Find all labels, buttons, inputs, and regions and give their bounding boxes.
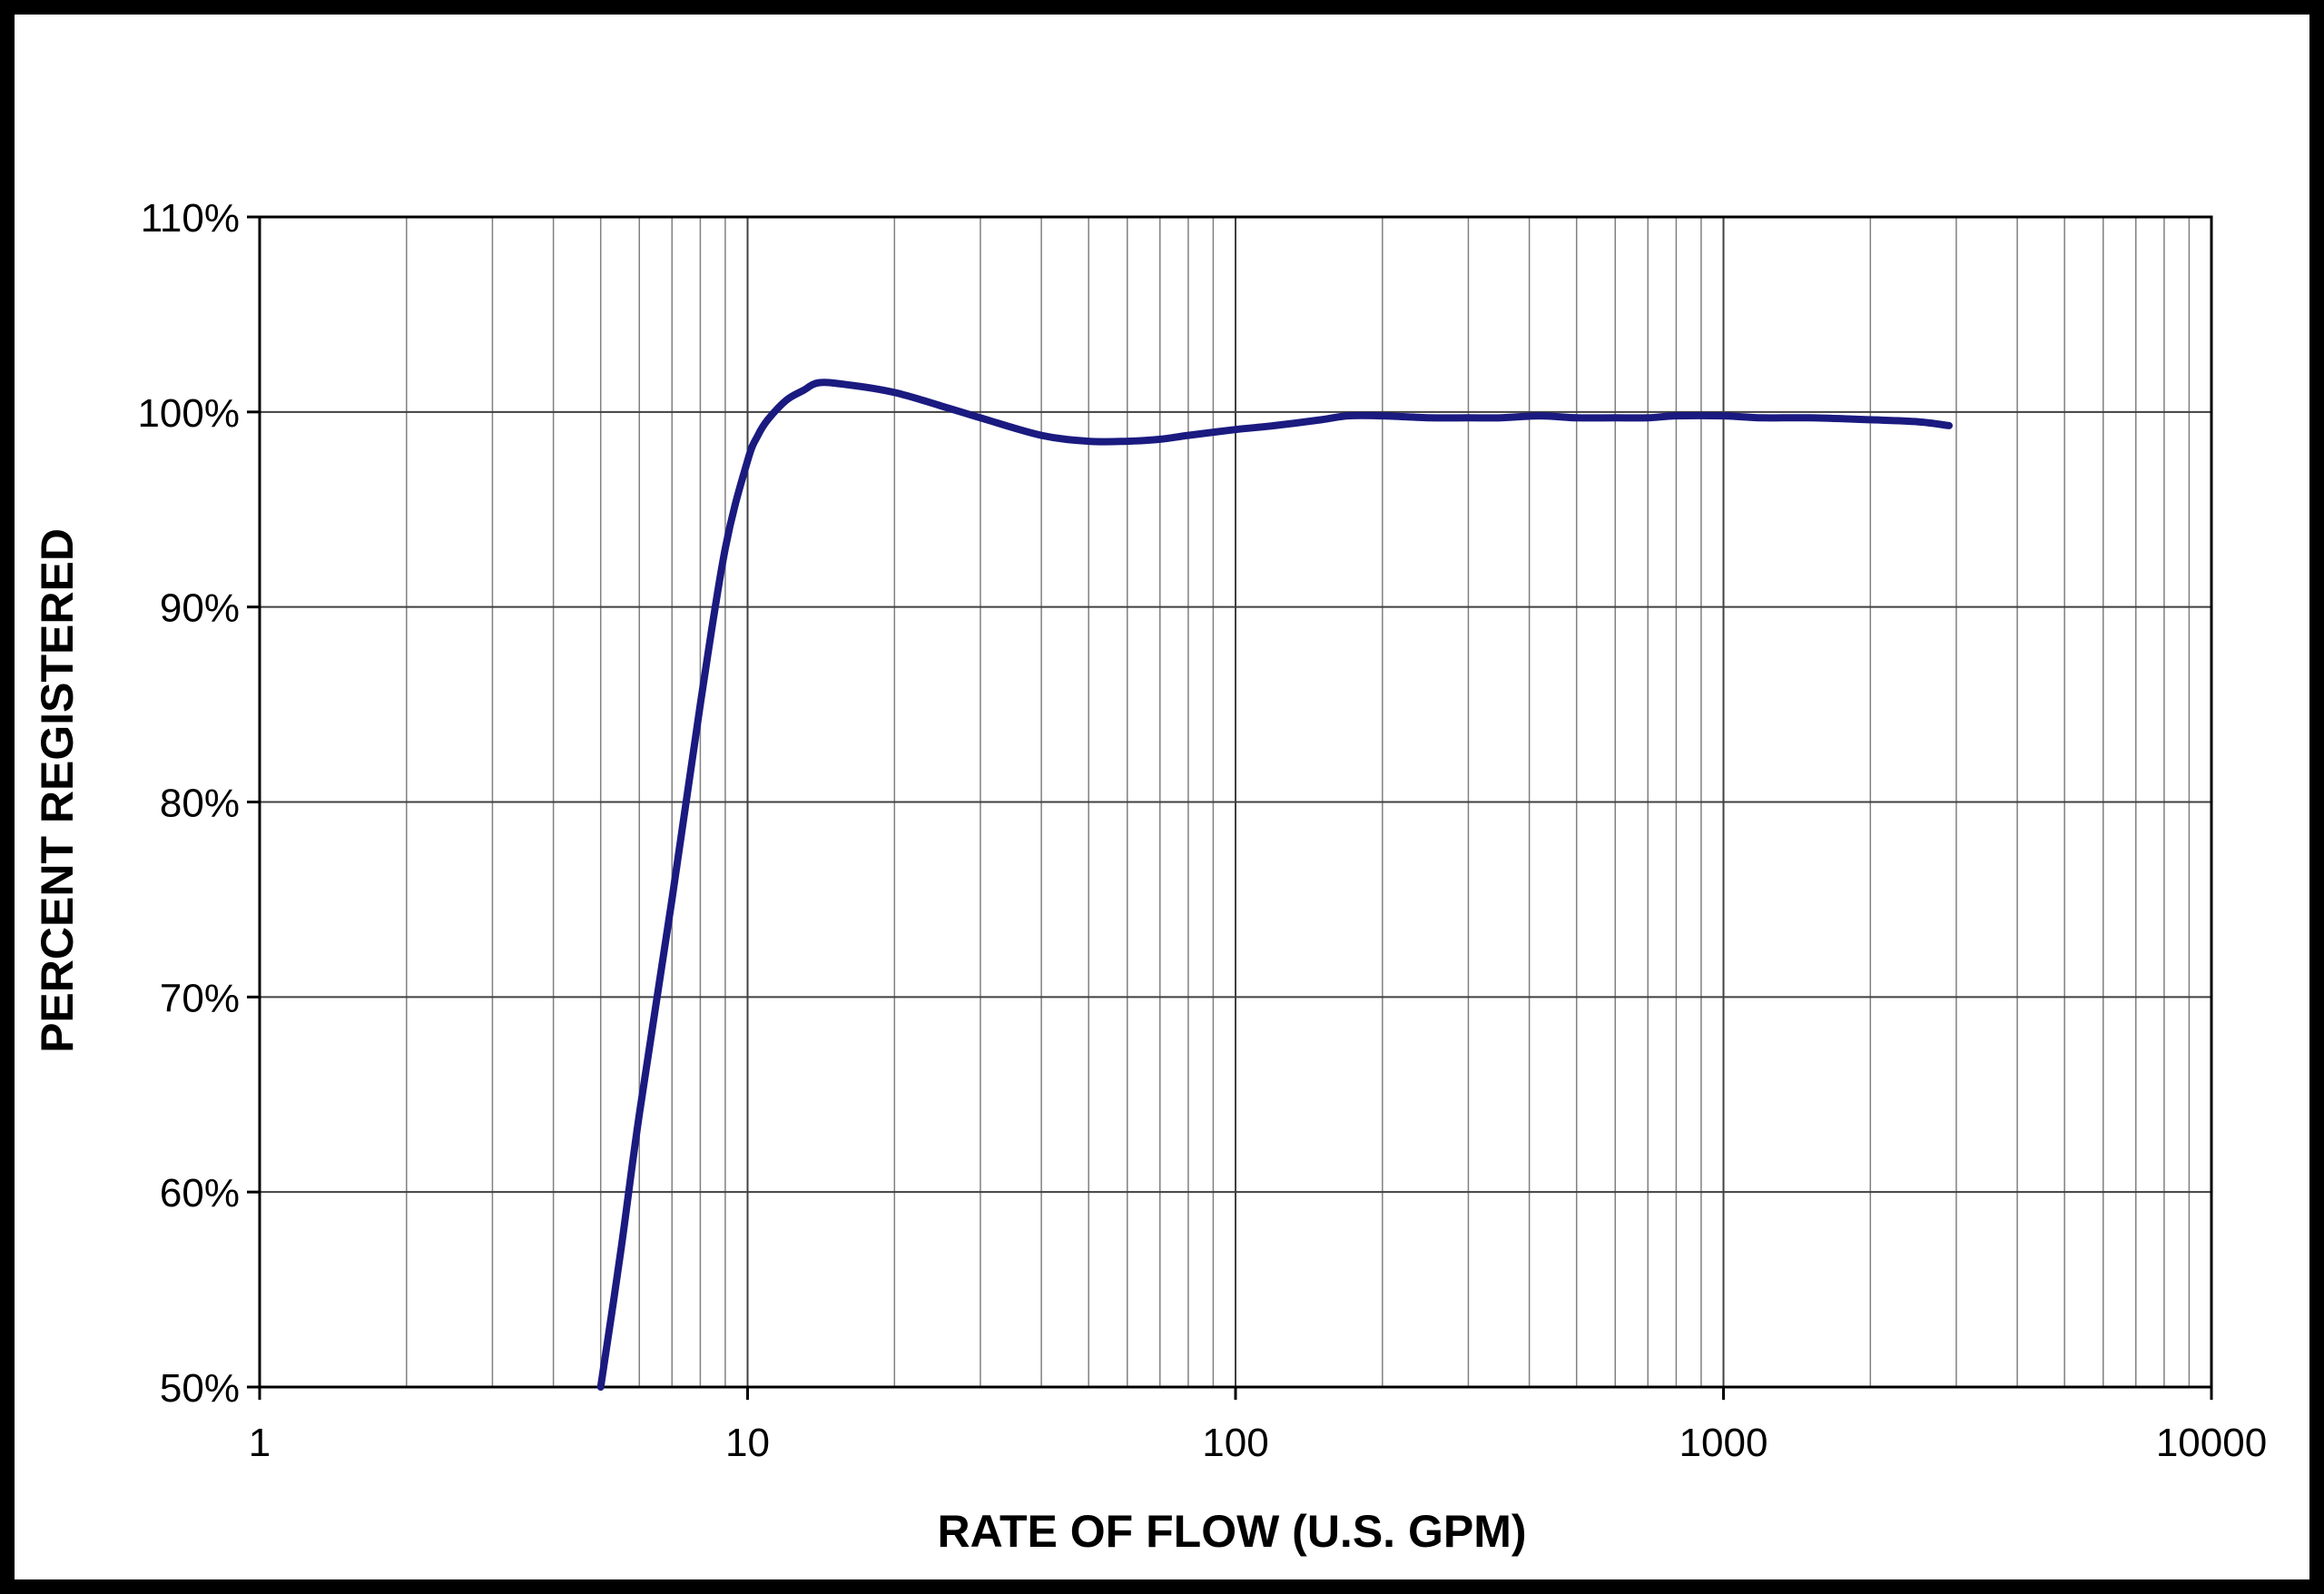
grid [259,216,2212,1388]
x-tick-label: 10000 [2156,1421,2267,1465]
x-tick-label: 100 [1202,1421,1268,1465]
chart: 50% 60% 70% 80% 90% 100% 110% 1 10 100 1000 10000 R… [32,196,2267,1557]
y-tick-label: 80% [160,782,240,826]
y-axis-title: PERCENT REGISTERED [32,528,83,1053]
y-tick-label: 60% [160,1171,240,1215]
x-tick-label: 1000 [1679,1421,1768,1465]
y-tick-label: 100% [137,391,240,436]
y-tick-label: 50% [160,1366,240,1411]
x-tick-label: 10 [725,1421,770,1465]
series-line [596,379,1953,1391]
axes [247,215,2213,1400]
chart-frame: 50% 60% 70% 80% 90% 100% 110% 1 10 100 1000 10000 R… [15,15,2309,1579]
series [596,379,1953,1391]
y-tick-label: 70% [160,976,240,1020]
x-axis-title: RATE OF FLOW (U.S. GPM) [938,1506,1527,1557]
tick-labels: 50% 60% 70% 80% 90% 100% 110% 1 10 100 1000 10000 [137,196,2267,1465]
y-tick-label: 110% [141,196,240,241]
y-tick-label: 90% [160,586,240,631]
x-tick-label: 1 [249,1421,271,1465]
